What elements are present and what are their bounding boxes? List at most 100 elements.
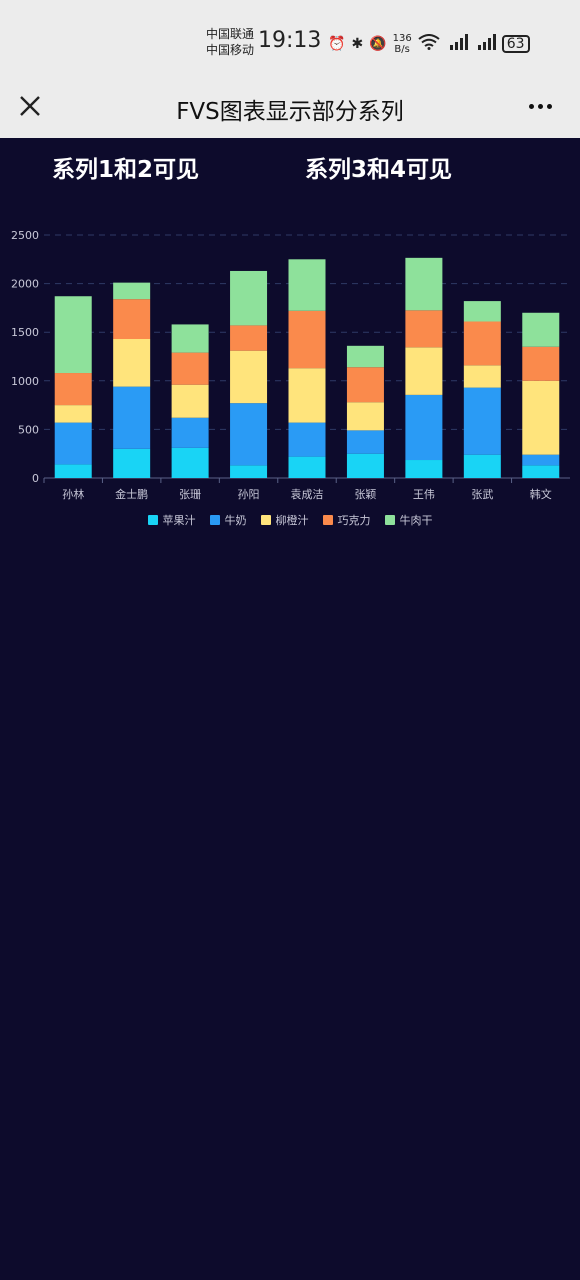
bar-segment (522, 312, 560, 347)
legend-label: 牛肉干 (399, 514, 433, 527)
bar-segment (288, 422, 326, 457)
bar-segment (54, 422, 92, 465)
y-tick-label: 1500 (11, 326, 39, 339)
x-tick-label: 孙阳 (238, 488, 260, 501)
bar-segment (522, 346, 560, 381)
bar-segment (463, 321, 501, 366)
legend-label: 柳橙汁 (275, 514, 309, 527)
y-tick-label: 0 (32, 472, 39, 485)
legend-swatch (147, 515, 158, 525)
bar-segment (54, 296, 92, 374)
legend-swatch (322, 515, 333, 525)
legend-label: 牛奶 (224, 514, 247, 527)
x-tick-label: 张颖 (354, 488, 376, 501)
legend-item[interactable]: 牛肉干 (384, 512, 433, 528)
x-tick-label: 袁成洁 (291, 488, 324, 501)
bar-segment (230, 403, 268, 466)
bar-segment (113, 386, 151, 449)
legend-label: 巧克力 (337, 514, 371, 527)
carrier-1: 中国联通 (206, 27, 255, 41)
signal-1-icon (446, 34, 468, 54)
stacked-bar-chart: 0 500 1000 1500 2000 2500 孙林 金士鹏 张珊 孙阳 袁成洁 张颖 王伟 张武 韩文 (11, 229, 570, 501)
x-tick-label: 金士鹏 (115, 487, 148, 501)
carrier-2: 中国移动 (206, 43, 255, 57)
more-dot-icon (528, 103, 534, 109)
bar-segment (405, 394, 443, 461)
battery-icon: 63 (501, 35, 530, 53)
legend-swatch (209, 515, 220, 525)
y-tick-label: 2000 (11, 278, 39, 291)
legend-item[interactable]: 苹果汁 (147, 512, 196, 528)
legend-item[interactable]: 巧克力 (322, 512, 371, 528)
bar-segment (346, 345, 384, 368)
speed-value: 136 (392, 33, 412, 44)
bar-segment (171, 384, 209, 418)
legend-swatch (260, 515, 271, 525)
bar-segment (230, 325, 268, 351)
bar-segment (288, 259, 326, 311)
more-dot-icon (546, 103, 552, 109)
more-options-button[interactable] (524, 94, 556, 118)
nav-bar: FVS图表显示部分系列 (0, 80, 580, 138)
bar-segment (405, 460, 443, 478)
mute-icon: 🔕 (369, 36, 387, 52)
bar-segment (230, 350, 268, 404)
bar-segment (346, 402, 384, 431)
bar-segment (346, 430, 384, 454)
bar-segment (463, 301, 501, 322)
bar-segment (54, 405, 92, 423)
status-icons: ⏰ ✱ 🔕 136 B/s 63 (328, 30, 530, 58)
bar-segment (346, 367, 384, 403)
bar-segment (522, 465, 560, 478)
clock: 19:13 (258, 28, 322, 53)
y-tick-label: 1000 (11, 375, 39, 388)
show-series-1-2-button[interactable]: 系列1和2可见 (52, 157, 200, 183)
bar-segment (230, 465, 268, 478)
carrier-info: 中国联通 中国移动 (206, 26, 254, 58)
x-tick-label: 韩文 (530, 487, 552, 501)
bar-segment (54, 464, 92, 478)
bar-segment (113, 448, 151, 478)
bar-segment (463, 387, 501, 455)
wifi-icon (418, 34, 440, 54)
bar-segment (113, 339, 151, 387)
y-tick-label: 500 (18, 423, 39, 436)
status-bar: 中国联通 中国移动 19:13 ⏰ ✱ 🔕 136 B/s 63 (0, 0, 580, 80)
bar-segment (463, 454, 501, 478)
chart-page: 系列1和2可见 系列3和4可见 0 500 1000 1500 2000 2500 孙林 金士… (0, 138, 580, 1280)
bar-segment (171, 417, 209, 448)
x-tick-label: 张珊 (179, 488, 201, 501)
bar-segment (405, 257, 443, 311)
legend-item[interactable]: 牛奶 (209, 512, 247, 528)
x-tick-label: 王伟 (413, 488, 435, 501)
alarm-icon: ⏰ (328, 36, 346, 52)
page-title: FVS图表显示部分系列 (176, 99, 404, 125)
bar-segment (288, 456, 326, 478)
bluetooth-icon: ✱ (351, 36, 364, 52)
bar-segment (171, 324, 209, 353)
close-button[interactable] (14, 90, 46, 122)
speed-unit: B/s (394, 44, 410, 55)
close-icon (20, 96, 40, 116)
bar-segment (230, 270, 268, 326)
x-tick-label: 张武 (471, 488, 493, 501)
bar-segment (288, 310, 326, 369)
legend-item[interactable]: 柳橙汁 (260, 512, 309, 528)
signal-2-icon (474, 34, 496, 54)
bar-segment (113, 299, 151, 340)
show-series-3-4-button[interactable]: 系列3和4可见 (305, 157, 453, 183)
legend-swatch (384, 515, 395, 525)
y-tick-label: 2500 (11, 229, 39, 242)
bar-segment (113, 282, 151, 300)
bar-segment (522, 380, 560, 455)
x-tick-label: 孙林 (62, 487, 84, 501)
bar-segment (463, 365, 501, 388)
bar-segment (288, 368, 326, 423)
bar-segment (405, 310, 443, 348)
bar-segment (171, 352, 209, 385)
legend-label: 苹果汁 (162, 514, 196, 527)
bar-segment (405, 347, 443, 395)
bar-segment (171, 447, 209, 478)
bar-segment (346, 453, 384, 478)
bar-segment (54, 373, 92, 406)
